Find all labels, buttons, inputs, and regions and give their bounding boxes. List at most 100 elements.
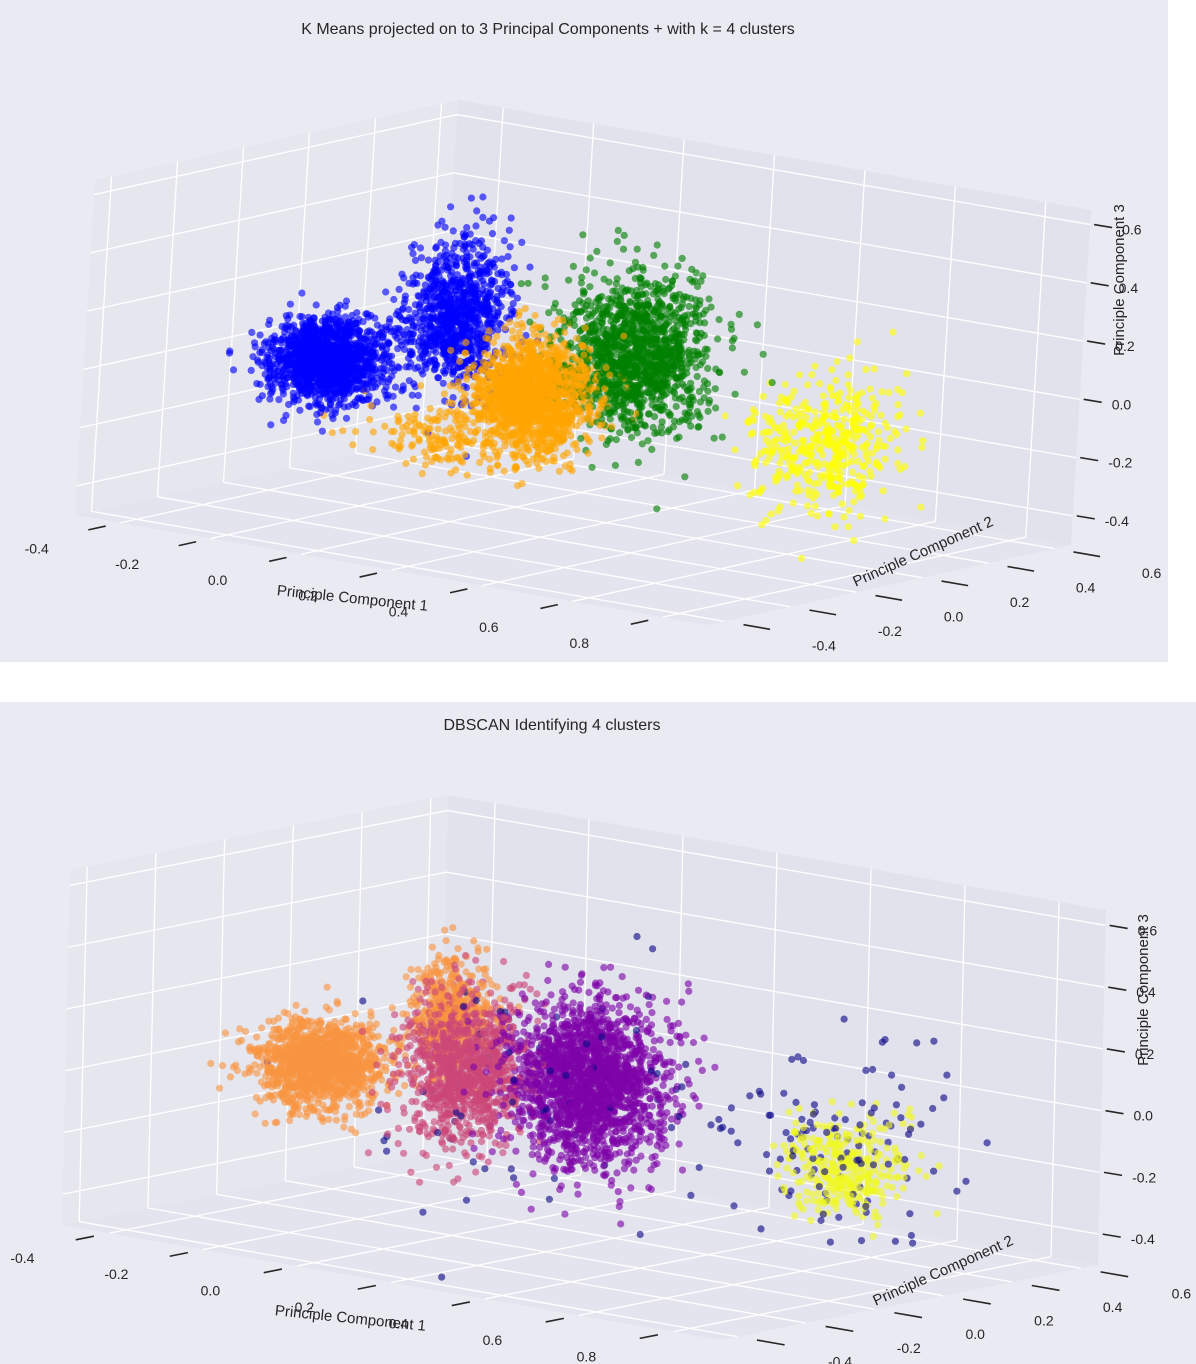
data-point — [410, 338, 418, 346]
data-point — [850, 443, 858, 452]
data-point — [549, 343, 557, 351]
data-point — [424, 350, 432, 358]
data-point — [441, 369, 449, 377]
data-point — [602, 364, 610, 372]
data-point — [493, 296, 501, 304]
grid-line — [157, 496, 791, 608]
data-point — [670, 333, 679, 341]
data-point — [476, 458, 484, 466]
data-point — [479, 193, 487, 201]
data-point — [792, 405, 800, 413]
data-point — [662, 275, 670, 284]
data-point — [636, 416, 644, 424]
data-point — [492, 255, 500, 263]
data-point — [567, 339, 575, 347]
data-point — [640, 341, 648, 349]
data-point — [608, 295, 616, 303]
data-point — [506, 243, 514, 251]
data-point — [646, 325, 654, 333]
data-point — [827, 385, 835, 393]
data-point — [776, 459, 784, 467]
data-point — [711, 385, 719, 393]
data-point — [776, 399, 784, 407]
data-point — [627, 332, 635, 340]
data-point — [625, 339, 633, 348]
data-point — [413, 313, 421, 321]
data-point — [508, 290, 516, 298]
data-point — [518, 238, 526, 246]
data-point — [441, 223, 449, 231]
data-point — [790, 387, 798, 395]
data-point — [653, 505, 661, 513]
data-point — [870, 365, 878, 373]
data-point — [500, 237, 508, 245]
data-point — [548, 381, 556, 389]
data-point — [697, 277, 705, 285]
data-point — [409, 321, 417, 329]
data-point — [441, 247, 449, 255]
data-point — [751, 459, 759, 467]
data-point — [398, 270, 406, 278]
data-point — [359, 385, 367, 393]
data-point — [360, 345, 368, 353]
data-point — [811, 408, 819, 416]
data-point — [692, 296, 700, 304]
data-point — [414, 391, 422, 400]
data-point — [644, 437, 652, 445]
data-point — [714, 335, 722, 343]
data-point — [644, 319, 653, 327]
data-point — [677, 304, 685, 312]
data-point — [661, 262, 669, 270]
data-point — [642, 305, 650, 313]
data-point — [298, 289, 306, 297]
data-point — [727, 320, 735, 328]
data-point — [694, 423, 702, 431]
data-point — [878, 388, 886, 396]
data-point — [647, 384, 655, 392]
data-point — [407, 350, 415, 358]
data-point — [486, 258, 494, 266]
grid-line — [453, 172, 1087, 284]
data-point — [613, 237, 621, 245]
data-point — [459, 292, 467, 300]
data-point — [663, 336, 671, 344]
data-point — [844, 441, 852, 449]
data-point — [833, 357, 841, 366]
data-point — [461, 240, 469, 248]
data-point — [844, 523, 852, 531]
data-point — [429, 314, 437, 322]
data-point — [796, 486, 804, 494]
data-point — [797, 554, 806, 563]
data-point — [756, 487, 765, 495]
data-point — [395, 285, 403, 293]
data-point — [593, 247, 601, 255]
data-point — [568, 467, 576, 475]
data-point — [866, 433, 874, 441]
data-point — [385, 375, 393, 383]
data-point — [653, 241, 661, 249]
data-point — [783, 433, 791, 441]
data-point — [811, 502, 819, 510]
grid-line — [391, 489, 755, 571]
data-point — [918, 443, 926, 451]
data-point — [872, 445, 881, 453]
data-point — [494, 270, 502, 278]
data-point — [519, 346, 527, 354]
data-point — [416, 244, 425, 252]
data-point — [494, 326, 502, 334]
data-point — [811, 362, 819, 370]
data-point — [825, 433, 833, 441]
data-point — [486, 281, 494, 289]
grid-line — [753, 154, 776, 491]
data-point — [620, 231, 628, 239]
data-point — [631, 274, 639, 282]
data-point — [646, 373, 654, 382]
data-point — [521, 305, 529, 313]
data-point — [415, 437, 423, 445]
data-point — [652, 287, 660, 296]
data-point — [836, 389, 844, 397]
data-point — [640, 396, 648, 404]
data-point — [473, 314, 481, 322]
data-point — [480, 252, 488, 260]
data-point — [434, 425, 442, 433]
